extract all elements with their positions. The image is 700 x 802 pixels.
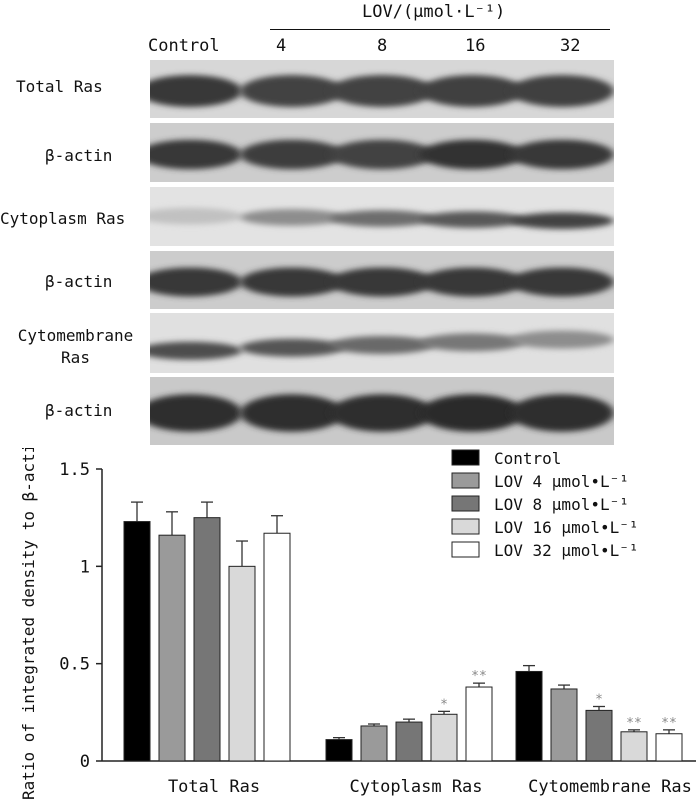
bar: [360, 725, 388, 762]
blot-strip-total-ras: [150, 60, 614, 118]
blot-band: [150, 139, 242, 170]
blot-row-label-total-ras: Total Ras: [16, 77, 103, 96]
blot-band: [510, 212, 614, 230]
legend-swatch: [451, 495, 480, 512]
bar-chart: 0 0.5 1 1.5 Ratio of integrated density to β…: [19, 448, 696, 800]
significance-marker: *: [595, 692, 603, 707]
bar: [620, 731, 648, 762]
blot-band: [240, 75, 344, 107]
y-axis-label: Ratio of integrated density to β-actin: [19, 448, 38, 800]
bar: [158, 534, 186, 762]
blot-strip-cytoplasm-ras: [150, 187, 614, 246]
blot-row-label-cytomembrane-ras: Cytomembrane Ras: [8, 325, 143, 369]
blot-band: [330, 139, 434, 170]
y-tick-label: 1.5: [59, 460, 90, 480]
blot-strip-beta-actin-2: [150, 251, 614, 309]
blot-band: [150, 75, 242, 107]
blot-band: [510, 394, 614, 432]
bar: [193, 517, 221, 762]
blot-band: [150, 394, 242, 432]
lane-label-4: 4: [276, 36, 287, 56]
blot-band: [510, 139, 614, 170]
bar: [123, 521, 151, 762]
legend-label: LOV 32 μmol•L⁻¹: [494, 541, 639, 560]
bar: [585, 709, 613, 762]
blot-band: [240, 139, 344, 170]
bar: [550, 688, 578, 762]
legend-label: LOV 16 μmol•L⁻¹: [494, 518, 639, 537]
blot-band: [330, 210, 434, 227]
legend-swatch: [451, 541, 480, 558]
y-tick-label: 1: [80, 557, 90, 577]
significance-marker: **: [626, 716, 642, 731]
blot-band: [420, 267, 524, 297]
bar: [430, 713, 458, 762]
blot-band: [420, 211, 524, 228]
blot-band: [510, 330, 614, 349]
y-tick-label: 0.5: [59, 655, 90, 675]
blot-strip-svg: [150, 123, 614, 182]
cytomembrane-ras-text: Cytomembrane Ras: [17, 326, 134, 367]
blot-band: [420, 333, 524, 352]
bar: [465, 686, 493, 762]
lane-label-32: 32: [560, 36, 581, 56]
legend-label: Control: [494, 449, 561, 468]
significance-marker: **: [471, 669, 487, 684]
blot-band: [240, 267, 344, 297]
blot-band: [420, 394, 524, 432]
blot-row-label-beta-actin-3: β-actin: [45, 401, 113, 420]
x-tick-label: Total Ras: [168, 777, 260, 797]
blot-strip-svg: [150, 251, 614, 309]
blot-band: [240, 394, 344, 432]
legend-label: LOV 4 μmol•L⁻¹: [494, 472, 629, 491]
blot-band: [240, 209, 344, 226]
blot-strip-beta-actin-1: [150, 123, 614, 182]
blot-band: [150, 207, 242, 225]
bar: [325, 739, 353, 762]
blot-band: [240, 338, 344, 357]
x-tick-label: Cytomembrane Ras: [528, 777, 692, 797]
legend-label: LOV 8 μmol•L⁻¹: [494, 495, 629, 514]
blot-band: [330, 336, 434, 354]
blot-band: [510, 75, 614, 107]
legend-swatch: [451, 449, 480, 466]
blot-band: [150, 341, 242, 360]
lane-label-8: 8: [377, 36, 388, 56]
x-tick-label: Cytoplasm Ras: [349, 777, 482, 797]
blot-band: [510, 267, 614, 297]
blot-row-label-beta-actin-2: β-actin: [45, 272, 113, 291]
lane-label-16: 16: [465, 36, 486, 56]
blot-row-label-beta-actin-1: β-actin: [45, 146, 113, 165]
blot-band: [150, 267, 242, 297]
legend-swatch: [451, 472, 480, 489]
blot-row-label-cytoplasm-ras: Cytoplasm Ras: [0, 209, 126, 228]
blot-strip-beta-actin-3: [150, 377, 614, 445]
blot-strip-cytomembrane-ras: [150, 313, 614, 373]
blot-band: [420, 75, 524, 107]
blot-strip-svg: [150, 187, 614, 246]
blot-strip-svg: [150, 313, 614, 373]
bar: [395, 721, 423, 762]
treatment-header: LOV/(μmol·L⁻¹): [362, 2, 506, 22]
blot-band: [330, 75, 434, 107]
bar: [263, 532, 291, 762]
legend-swatch: [451, 518, 480, 535]
significance-marker: *: [440, 697, 448, 712]
significance-marker: **: [661, 716, 677, 731]
blot-strip-svg: [150, 60, 614, 118]
bar: [228, 565, 256, 762]
blot-band: [330, 394, 434, 432]
bar: [515, 670, 543, 762]
treatment-bracket-line: [270, 29, 610, 30]
blot-band: [330, 267, 434, 297]
blot-band: [420, 139, 524, 170]
bar: [655, 733, 683, 762]
lane-label-control: Control: [148, 36, 220, 56]
y-tick-label: 0: [80, 752, 90, 772]
blot-strip-svg: [150, 377, 614, 445]
